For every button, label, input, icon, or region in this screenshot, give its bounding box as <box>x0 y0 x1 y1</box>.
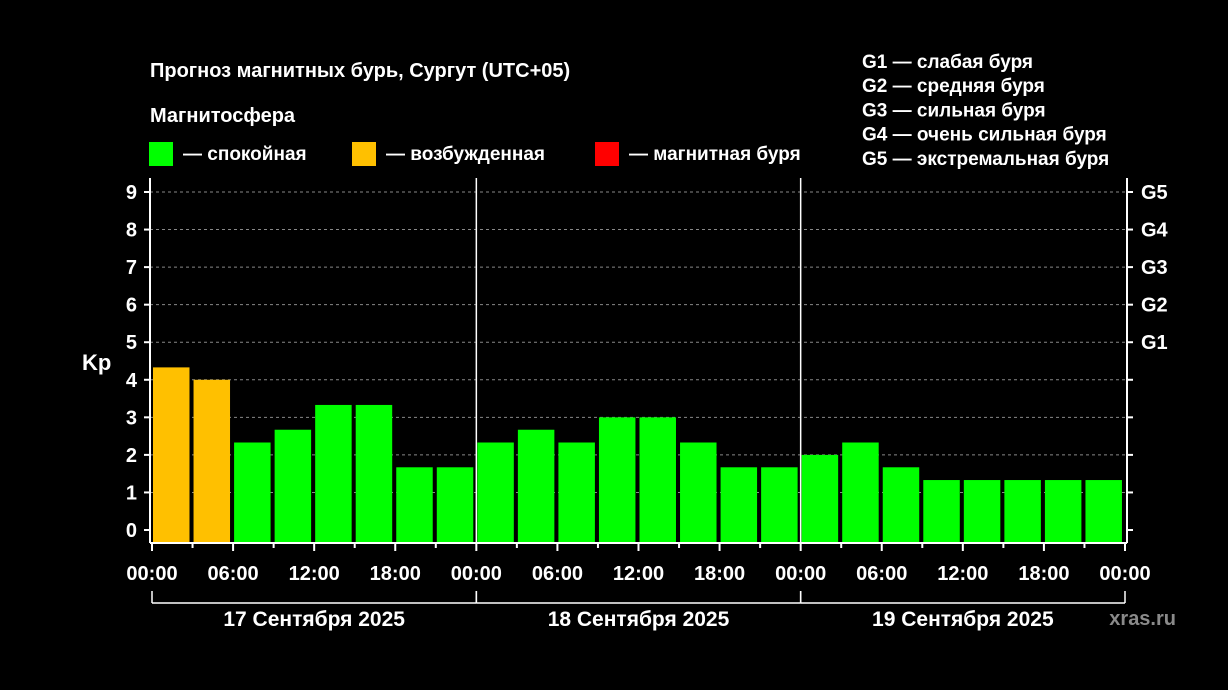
bar-23 <box>1085 480 1122 542</box>
y-tick-label-7: 7 <box>126 257 137 279</box>
x-tick-label-7: 18:00 <box>694 563 745 585</box>
g-legend-line-3: G3 — сильная буря <box>862 100 1046 121</box>
bar-13 <box>680 442 717 542</box>
x-tick-label-5: 06:00 <box>532 563 583 585</box>
g-legend-line-4: G4 — очень сильная буря <box>862 125 1107 146</box>
bar-1 <box>193 379 231 542</box>
bar-14 <box>720 467 758 542</box>
bar-4 <box>315 404 352 542</box>
y-tick-label-8: 8 <box>126 220 137 242</box>
g-legend-line-5: G5 — экстремальная буря <box>862 149 1109 170</box>
g-tick-label-g5: G5 <box>1141 182 1168 204</box>
y-tick-label-3: 3 <box>126 407 137 429</box>
legend-label-calm: — спокойная <box>183 144 307 165</box>
g-tick-label-g3: G3 <box>1141 257 1168 279</box>
bar-17 <box>842 442 879 542</box>
x-tick-label-11: 18:00 <box>1018 563 1069 585</box>
day-label-1: 18 Сентября 2025 <box>548 608 730 631</box>
y-tick-label-2: 2 <box>126 445 137 467</box>
x-tick-label-6: 12:00 <box>613 563 664 585</box>
x-tick-label-1: 06:00 <box>208 563 259 585</box>
g-tick-label-g1: G1 <box>1141 332 1168 354</box>
legend-label-excited: — возбужденная <box>386 144 545 165</box>
x-tick-label-10: 12:00 <box>937 563 988 585</box>
y-axis-label: Kp <box>82 350 111 375</box>
bar-11 <box>598 417 636 542</box>
g-tick-label-g4: G4 <box>1141 220 1169 242</box>
x-tick-label-9: 06:00 <box>856 563 907 585</box>
y-tick-label-6: 6 <box>126 295 137 317</box>
bar-7 <box>436 467 474 542</box>
bar-8 <box>477 442 514 542</box>
bar-20 <box>963 480 1001 542</box>
g-scale-legend: G1 — слабая буря G2 — средняя буря G3 — си… <box>862 52 1109 170</box>
x-tick-label-12: 00:00 <box>1099 563 1150 585</box>
day-label-2: 19 Сентября 2025 <box>872 608 1054 631</box>
legend-swatch-calm <box>149 142 173 166</box>
bars <box>153 367 1122 542</box>
bar-3 <box>274 429 312 542</box>
magnetosphere-legend: — спокойная — возбужденная — магнитная бур… <box>149 142 801 166</box>
legend-heading: Магнитосфера <box>150 105 296 127</box>
x-tick-label-8: 00:00 <box>775 563 826 585</box>
y-tick-label-1: 1 <box>126 482 137 504</box>
bar-21 <box>1004 480 1041 542</box>
day-label-0: 17 Сентября 2025 <box>223 608 405 631</box>
bar-5 <box>355 404 393 542</box>
bar-22 <box>1044 480 1082 542</box>
legend-swatch-excited <box>352 142 376 166</box>
x-tick-label-2: 12:00 <box>289 563 340 585</box>
bar-16 <box>801 454 839 542</box>
g-legend-line-1: G1 — слабая буря <box>862 52 1033 73</box>
legend-label-storm: — магнитная буря <box>629 144 801 165</box>
g-tick-label-g2: G2 <box>1141 295 1168 317</box>
legend-swatch-storm <box>595 142 619 166</box>
bar-18 <box>882 467 920 542</box>
y-tick-label-0: 0 <box>126 520 137 542</box>
axes: 0 1 2 3 4 5 6 7 8 9 G1 G2 G3 G4 G5 00:00 06:00 12:00 18:00… <box>126 178 1169 631</box>
x-tick-label-0: 00:00 <box>126 563 177 585</box>
grid <box>150 178 1127 543</box>
bar-15 <box>761 467 798 542</box>
bar-0 <box>153 367 190 542</box>
watermark: xras.ru <box>1109 608 1176 630</box>
y-tick-label-9: 9 <box>126 182 137 204</box>
bar-6 <box>396 467 433 542</box>
bar-2 <box>234 442 271 542</box>
g-legend-line-2: G2 — средняя буря <box>862 76 1045 97</box>
x-tick-label-3: 18:00 <box>370 563 421 585</box>
y-tick-label-4: 4 <box>126 370 138 392</box>
bar-12 <box>639 417 676 542</box>
bar-10 <box>558 442 595 542</box>
x-tick-label-4: 00:00 <box>451 563 502 585</box>
chart-title: Прогноз магнитных бурь, Сургут (UTC+05) <box>150 60 570 82</box>
bar-9 <box>517 429 555 542</box>
y-tick-label-5: 5 <box>126 332 137 354</box>
bar-19 <box>923 480 960 542</box>
